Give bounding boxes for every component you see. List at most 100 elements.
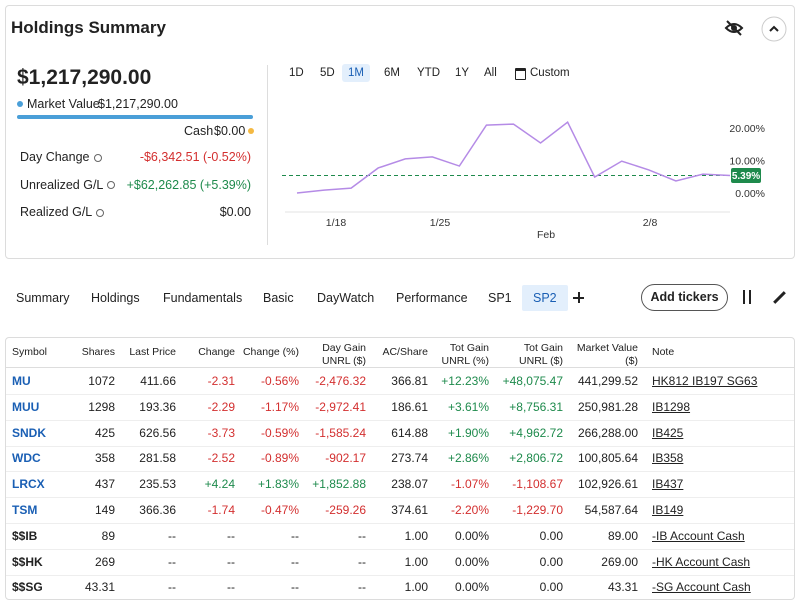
tab[interactable]: Basic: [263, 291, 294, 305]
note-link[interactable]: IB358: [652, 451, 684, 466]
note-link[interactable]: HK812 IB197 SG63: [652, 374, 758, 388]
sort-icon[interactable]: [743, 290, 745, 304]
edit-icon[interactable]: [773, 291, 786, 304]
column-header: Tot Gain: [449, 342, 489, 354]
range-button[interactable]: 6M: [384, 67, 400, 79]
note-link[interactable]: IB437: [652, 477, 684, 492]
column-header: Tot Gain: [523, 342, 563, 354]
collapse-button[interactable]: [761, 16, 787, 42]
sort-icon[interactable]: [749, 290, 751, 304]
table-cell: 266,288.00: [577, 425, 638, 440]
table-cell: 238.07: [391, 477, 428, 492]
note-link[interactable]: IB149: [652, 503, 684, 517]
table-cell: --: [227, 580, 235, 595]
table-cell: 0.00: [539, 528, 563, 543]
row-rule: [6, 445, 794, 447]
add-tab-icon[interactable]: [578, 292, 580, 303]
symbol-link[interactable]: MUU: [12, 399, 40, 414]
range-button[interactable]: YTD: [417, 67, 440, 79]
column-header: Shares: [81, 346, 115, 358]
symbol-link[interactable]: LRCX: [12, 477, 45, 492]
note-link[interactable]: -IB Account Cash: [652, 528, 745, 543]
note-link[interactable]: -HK Account Cash: [652, 554, 751, 569]
row-rule: [6, 523, 794, 524]
table-cell: 89: [101, 528, 115, 543]
chart: 20.00% 10.00% 0.00% 1/18 1/25 Feb 2/8 5.39%: [282, 120, 765, 241]
table-cell: 366.81: [391, 374, 428, 388]
tab[interactable]: Performance: [396, 291, 468, 305]
range-button[interactable]: 1M: [342, 64, 370, 82]
range-button[interactable]: 1Y: [455, 67, 470, 79]
summary-row-label: Unrealized G/L: [20, 178, 116, 192]
table-cell: +2,806.72: [509, 451, 563, 466]
tab[interactable]: Holdings: [91, 291, 140, 305]
x-tick-label: 1/18: [326, 217, 347, 229]
note-link[interactable]: -SG Account Cash: [652, 580, 751, 595]
note-link[interactable]: IB425: [652, 425, 684, 440]
table-cell: --: [358, 528, 366, 543]
table-cell: +12.23%: [441, 374, 489, 388]
table-cell: 54,587.64: [584, 503, 638, 517]
table-cell: -2.31: [207, 374, 235, 388]
table-cell: 1.00: [404, 528, 428, 543]
symbol-link[interactable]: $$HK: [12, 554, 43, 569]
symbol-link[interactable]: $$SG: [12, 580, 43, 595]
table-cell: --: [358, 580, 366, 595]
summary-row-label: Realized G/L: [20, 205, 105, 219]
info-icon[interactable]: [93, 153, 102, 162]
symbol-link[interactable]: WDC: [12, 451, 41, 466]
y-tick-label: 0.00%: [735, 188, 765, 200]
column-header: UNRL ($): [322, 355, 366, 367]
tab[interactable]: Summary: [16, 291, 70, 305]
table-cell: 0.00%: [454, 580, 489, 595]
reference-badge: [731, 167, 761, 183]
tab[interactable]: DayWatch: [317, 291, 375, 305]
table-cell: 626.56: [139, 425, 176, 440]
summary-card: [5, 5, 795, 259]
table-cell: -2.52: [207, 451, 235, 466]
add-button[interactable]: Add tickers: [641, 284, 728, 311]
row-rule: [6, 548, 794, 550]
table-cell: 0.00: [539, 580, 563, 595]
range-button[interactable]: All: [484, 67, 497, 79]
symbol-link[interactable]: $$IB: [12, 528, 38, 543]
table-cell: 100,805.64: [577, 451, 638, 466]
symbol-link[interactable]: TSM: [12, 503, 38, 517]
table-cell: 250,981.28: [577, 399, 638, 414]
table-cell: 437: [94, 477, 115, 492]
column-header: ($): [625, 355, 638, 367]
summary-row-value: +$62,262.85 (+5.39%): [126, 177, 251, 192]
range-button[interactable]: Custom: [530, 67, 570, 79]
table-cell: 441,299.52: [577, 374, 638, 388]
table-cell: --: [291, 580, 299, 595]
symbol-link[interactable]: MU: [12, 374, 31, 388]
table-cell: +48,075.47: [502, 374, 563, 388]
table-cell: -259.26: [325, 503, 366, 517]
tab[interactable]: SP2: [522, 285, 568, 311]
tab[interactable]: SP1: [488, 291, 512, 305]
table-cell: 102,926.61: [577, 477, 638, 492]
market-bar: [17, 115, 253, 119]
range-button[interactable]: 1D: [289, 67, 304, 79]
info-icon[interactable]: [96, 208, 105, 217]
table-cell: -2,476.32: [315, 374, 366, 388]
table-cell: --: [291, 554, 299, 569]
title: Holdings Summary: [11, 18, 166, 37]
note-link[interactable]: IB1298: [652, 399, 691, 414]
tab[interactable]: Fundamentals: [163, 291, 243, 305]
row-rule: [6, 471, 794, 473]
range-button[interactable]: 5D: [320, 67, 335, 79]
table-cell: --: [291, 528, 299, 543]
x-tick-label: 1/25: [430, 217, 451, 229]
symbol-link[interactable]: SNDK: [12, 425, 47, 440]
table-cell: +1.83%: [257, 477, 299, 492]
header-rule: [6, 367, 794, 368]
table-cell: +8,756.31: [509, 399, 563, 414]
table-cell: -0.59%: [260, 425, 299, 440]
table-cell: 273.74: [391, 451, 428, 466]
table-cell: -2,972.41: [315, 399, 366, 414]
cash-label: Cash: [184, 124, 214, 138]
hide-icon[interactable]: [724, 18, 744, 38]
info-icon[interactable]: [107, 181, 116, 190]
